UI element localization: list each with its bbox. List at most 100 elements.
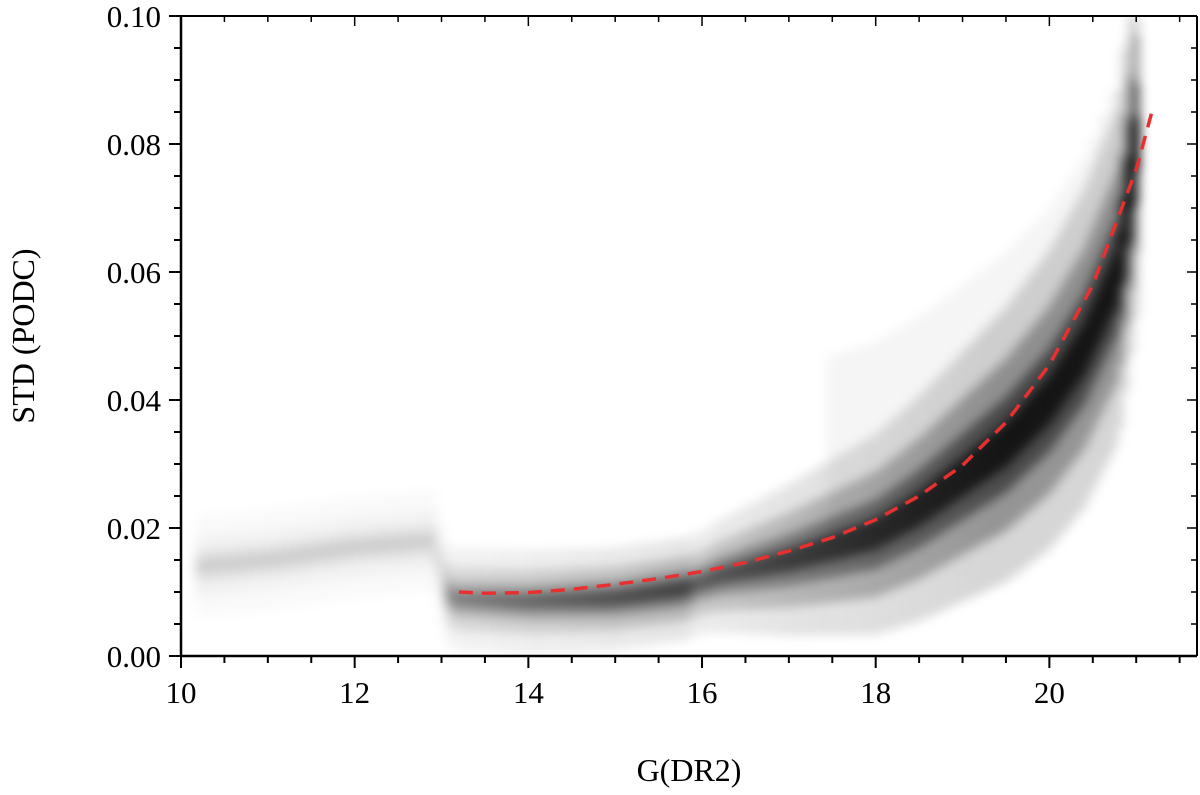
density-bin bbox=[380, 536, 391, 553]
density-bin bbox=[787, 546, 798, 571]
density-bin bbox=[240, 554, 251, 571]
density-bin bbox=[878, 337, 890, 529]
density-bin bbox=[235, 554, 246, 571]
density-bin bbox=[1035, 217, 1047, 409]
density-bin bbox=[479, 591, 490, 608]
density-bin bbox=[907, 495, 918, 531]
density-bin bbox=[837, 352, 849, 544]
density-bin bbox=[1115, 232, 1126, 286]
density-bin bbox=[858, 346, 870, 538]
density-bin bbox=[578, 591, 589, 608]
density-bin bbox=[745, 558, 756, 579]
density-bin bbox=[589, 591, 600, 608]
density-bin bbox=[255, 552, 266, 569]
density-bin bbox=[740, 560, 751, 580]
density-bin bbox=[636, 586, 647, 603]
density-bin bbox=[396, 535, 407, 552]
density-bin bbox=[615, 589, 626, 606]
density-bin bbox=[1089, 300, 1100, 352]
density-bin bbox=[1058, 355, 1069, 404]
density-bin bbox=[568, 591, 579, 608]
density-bin bbox=[516, 593, 527, 610]
density-bin bbox=[328, 542, 339, 559]
density-bin bbox=[964, 451, 975, 492]
density-bin bbox=[552, 592, 563, 609]
density-bin bbox=[349, 539, 360, 556]
density-bin bbox=[776, 550, 787, 574]
density-bin bbox=[1131, 116, 1142, 172]
density-bin bbox=[375, 537, 386, 554]
density-bin bbox=[802, 541, 813, 568]
density-bin bbox=[542, 592, 553, 609]
density-bin bbox=[245, 553, 256, 570]
density-bin bbox=[1110, 253, 1121, 306]
density-bin bbox=[889, 331, 901, 523]
density-bin bbox=[604, 590, 615, 607]
density-bin bbox=[214, 556, 225, 573]
density-bin bbox=[714, 567, 725, 585]
density-bin bbox=[464, 591, 475, 608]
density-bin bbox=[1079, 323, 1090, 374]
x-tick-label: 16 bbox=[687, 675, 718, 710]
density-bin bbox=[662, 583, 673, 600]
density-bin bbox=[844, 527, 855, 557]
density-bin bbox=[797, 543, 808, 569]
density-bin bbox=[302, 546, 313, 563]
density-bin bbox=[993, 258, 1005, 450]
x-tick-label: 20 bbox=[1034, 675, 1065, 710]
density-bin bbox=[672, 581, 683, 598]
density-bin bbox=[193, 558, 204, 575]
density-bin bbox=[933, 476, 944, 514]
density-bin bbox=[829, 532, 840, 561]
density-bin bbox=[537, 593, 548, 610]
density-bin bbox=[910, 319, 922, 511]
density-bin bbox=[500, 592, 511, 609]
density-bin bbox=[354, 538, 365, 555]
density-bin bbox=[261, 552, 272, 569]
density-bin bbox=[1042, 378, 1053, 426]
density-bin bbox=[1047, 371, 1058, 419]
density-bin bbox=[1084, 312, 1095, 363]
density-bin bbox=[1076, 159, 1088, 351]
density-bin bbox=[438, 567, 449, 584]
density-bin bbox=[1006, 417, 1017, 462]
density-bin bbox=[386, 536, 397, 553]
density-bin bbox=[448, 590, 459, 607]
density-bin bbox=[532, 593, 543, 610]
y-tick-label: 0.10 bbox=[107, 0, 161, 34]
density-bin bbox=[839, 529, 850, 558]
y-tick-label: 0.08 bbox=[107, 127, 161, 162]
density-bin bbox=[1032, 389, 1043, 436]
density-bin bbox=[250, 553, 261, 570]
density-bin bbox=[792, 545, 803, 570]
density-bin bbox=[761, 554, 772, 577]
density-bin bbox=[818, 536, 829, 564]
y-axis-label: STD (PODC) bbox=[5, 248, 41, 423]
density-bin bbox=[703, 571, 714, 589]
density-bin bbox=[990, 431, 1001, 474]
density-bin bbox=[855, 524, 866, 554]
density-bin bbox=[1097, 115, 1109, 307]
density-bin bbox=[1105, 265, 1116, 318]
density-bin bbox=[974, 443, 985, 485]
density-bin bbox=[610, 590, 621, 607]
x-tick-label: 14 bbox=[513, 675, 545, 710]
density-bin bbox=[391, 535, 402, 552]
density-bin bbox=[750, 557, 761, 578]
y-tick-label: 0.00 bbox=[107, 639, 161, 674]
density-bin bbox=[951, 289, 963, 481]
density-bin bbox=[1063, 347, 1074, 397]
density-bin bbox=[1068, 339, 1079, 389]
density-bin bbox=[563, 592, 574, 609]
density-bin bbox=[1014, 238, 1026, 430]
density-bin bbox=[943, 468, 954, 506]
density-bin bbox=[719, 565, 730, 584]
density-bin bbox=[912, 492, 923, 528]
density-bin bbox=[474, 591, 485, 608]
density-bin bbox=[485, 592, 496, 609]
density-bin bbox=[983, 266, 995, 458]
density-bin bbox=[677, 581, 688, 598]
density-bin bbox=[417, 533, 428, 550]
density-bin bbox=[917, 488, 928, 524]
density-bin bbox=[505, 592, 516, 609]
